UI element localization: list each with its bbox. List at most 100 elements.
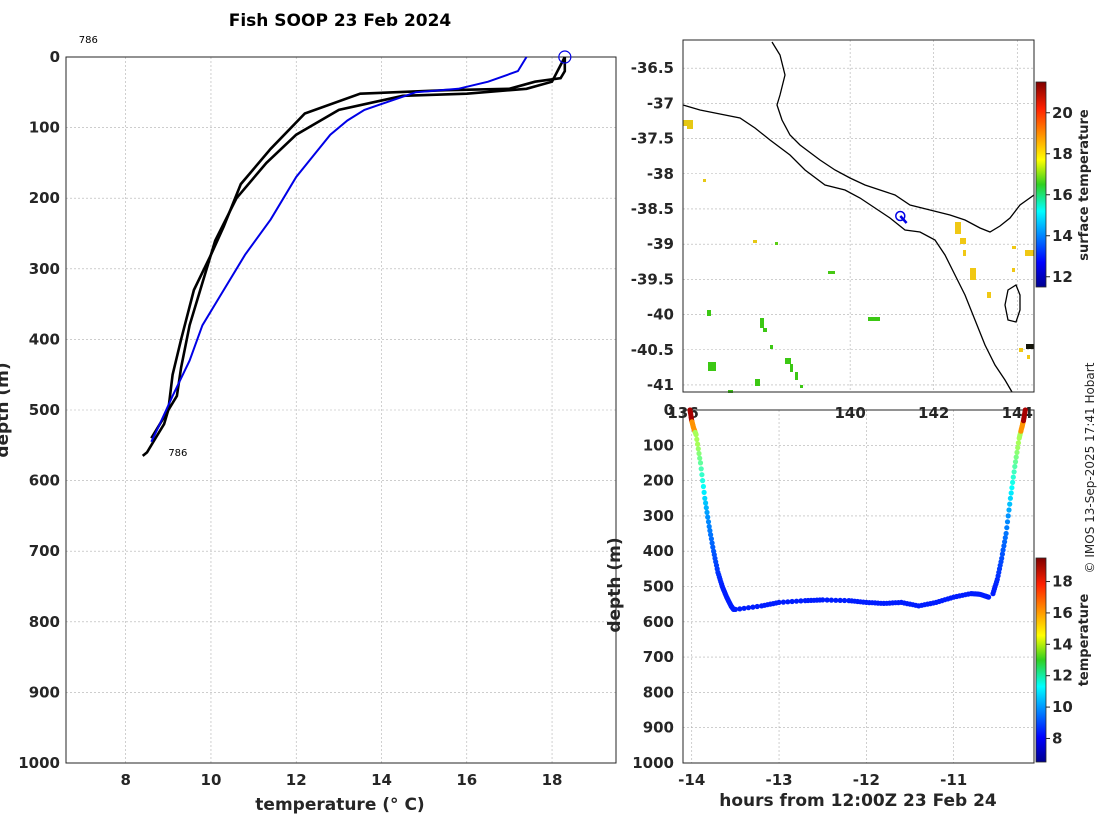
map-colorbar-label: surface temperature [1077, 109, 1092, 261]
section-dot-bottom [798, 598, 804, 604]
ship-track [895, 210, 908, 224]
section-dot-bottom [789, 598, 795, 605]
section-dot-descent [694, 436, 700, 442]
section-dot-descent [693, 432, 699, 438]
section-dot-ascent [1004, 519, 1011, 525]
profile-ylabel: depth (m) [0, 362, 13, 457]
section-dot-bottom [820, 597, 826, 603]
map-colorbar-tick-label: 14 [1052, 227, 1073, 245]
map-colorbar: 12 14 16 18 20 surface temperature [1035, 81, 1092, 288]
section-dot-ascent [1015, 440, 1022, 446]
map-sst-patches [683, 120, 1034, 393]
profile-ytick-label: 800 [29, 613, 60, 631]
section-dot-bottom [986, 594, 992, 600]
section-ytick-label: 500 [643, 578, 674, 596]
section-dot-descent [695, 441, 701, 447]
map-colorbar-tick-label: 18 [1052, 145, 1073, 163]
profile-ytick-label: 600 [29, 472, 60, 490]
section-dot-descent [705, 514, 711, 520]
section-dot-ascent [999, 555, 1005, 561]
section-ylabel: depth (m) [605, 537, 625, 632]
profile-xtick-label: 8 [120, 771, 130, 789]
map-xtick-label: 144 [1002, 404, 1033, 422]
section-dot-descent [696, 450, 702, 457]
section-dot-bottom [833, 597, 839, 603]
profile-ytick-label: 0 [50, 48, 60, 66]
section-colorbar-tick-label: 12 [1052, 667, 1073, 685]
section-colorbar-label: temperature [1077, 594, 1092, 687]
section-dot-ascent [1006, 507, 1012, 513]
section-dot-bottom [828, 597, 835, 603]
profile-ytick-label: 900 [29, 683, 60, 701]
profile-ytick-label: 500 [29, 401, 60, 419]
section-colorbar-tick-label: 16 [1052, 604, 1073, 622]
section-dot-descent [698, 466, 704, 472]
section-colorbar-tick-label: 8 [1052, 729, 1062, 747]
section-dot-bottom [841, 597, 848, 604]
map-ytick-label: -40.5 [631, 341, 674, 359]
section-dot-descent [705, 519, 712, 525]
section-dot-ascent [1007, 501, 1013, 507]
profile-annotation-top: 786 [79, 35, 98, 46]
map-xtick-label: 142 [918, 404, 949, 422]
section-dot-ascent [1010, 474, 1016, 480]
section-dot-descent [708, 532, 714, 538]
section-dot-bottom [754, 603, 760, 610]
profile-xlabel: temperature (° C) [255, 795, 424, 815]
section-dot-bottom [732, 606, 739, 613]
section-dot-ascent [1000, 547, 1006, 553]
section-dot-ascent [1011, 469, 1017, 475]
profile-ytick-label: 1000 [18, 754, 60, 772]
section-dot-ascent [1003, 530, 1009, 537]
section-ytick-label: 400 [643, 542, 674, 560]
section-ytick-label: 800 [643, 683, 674, 701]
map-ytick-label: -39.5 [631, 270, 674, 288]
section-dot-descent [704, 509, 710, 515]
map-ytick-label: -39 [647, 235, 674, 253]
profile-grid [66, 56, 616, 764]
profile-ytick-label: 300 [29, 260, 60, 278]
ship-start-marker [895, 210, 906, 222]
profile-xtick-label: 18 [542, 771, 563, 789]
map-xtick-label: 140 [834, 404, 865, 422]
section-dot-ascent [1007, 495, 1014, 501]
section-dot-descent [700, 483, 707, 490]
map-colorbar-tick-label: 12 [1052, 268, 1073, 286]
profile-ytick-label: 200 [29, 189, 60, 207]
map-ytick-label: -40 [647, 306, 674, 324]
section-xtick-label: -14 [678, 771, 705, 789]
section-dot-bottom [785, 599, 791, 605]
section-xlabel: hours from 12:00Z 23 Feb 24 [719, 791, 997, 811]
section-dot-descent [695, 446, 701, 452]
section-dot-descent [707, 528, 713, 534]
map-ytick-label: -38.5 [631, 200, 674, 218]
section-dot-ascent [1012, 459, 1019, 465]
profile-start-marker [558, 50, 572, 64]
section-dots [687, 407, 1028, 613]
profile-ticks: 8 10 12 14 16 18 0 100 200 300 400 500 600 700 800 900 1… [18, 48, 562, 789]
section-xtick-label: -12 [853, 771, 880, 789]
section-dot-descent [703, 505, 709, 511]
section-colorbar: 8 10 12 14 16 18 temperature [1035, 557, 1092, 763]
section-xtick-label: -11 [940, 771, 967, 789]
figure-title: Fish SOOP 23 Feb 2024 [229, 11, 452, 31]
section-dot-ascent [1002, 539, 1008, 545]
profile-axes-box [65, 56, 617, 764]
map-ytick-label: -41 [647, 376, 674, 394]
section-ytick-label: 900 [643, 719, 674, 737]
section-ticks: -14 -13 -12 -11 0 100 200 300 400 500 600 700 800 900… [632, 401, 967, 789]
section-dot-descent [708, 536, 715, 542]
section-ytick-label: 300 [643, 507, 674, 525]
map-colorbar-tick-label: 16 [1052, 186, 1073, 204]
section-dot-ascent [1005, 513, 1011, 519]
section-ytick-label: 0 [664, 401, 674, 419]
profile-xtick-label: 10 [201, 771, 222, 789]
section-dot-bottom [780, 599, 787, 605]
section-dot-descent [700, 478, 706, 484]
section-dot-ascent [1022, 407, 1028, 413]
section-dot-bottom [837, 597, 843, 604]
section-dot-bottom [741, 605, 747, 611]
section-xtick-label: -13 [765, 771, 792, 789]
section-axes-box [682, 409, 1035, 764]
